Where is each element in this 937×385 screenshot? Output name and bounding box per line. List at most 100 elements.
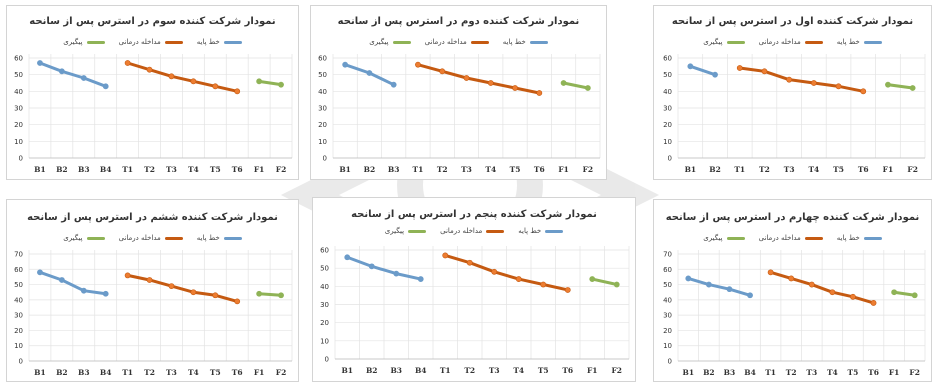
x-tick-label: F2 <box>611 366 622 375</box>
legend-item-treatment: مداخله درمانی <box>119 38 183 46</box>
y-tick-label: 30 <box>663 312 672 320</box>
y-tick-label: 10 <box>320 337 329 345</box>
x-tick-label: T1 <box>413 165 424 174</box>
legend-item-treatment: مداخله درمانی <box>425 38 489 46</box>
legend-label-treatment: مداخله درمانی <box>118 234 161 242</box>
x-tick-label: F1 <box>254 368 265 377</box>
legend-label-baseline: خط پایه <box>196 234 220 242</box>
data-point-treatment <box>146 277 153 283</box>
legend-swatch-baseline <box>545 229 564 233</box>
legend-item-baseline: خط پایه <box>837 234 882 242</box>
y-tick-label: 70 <box>14 251 23 259</box>
y-tick-label: 0 <box>323 155 327 163</box>
x-tick-label: B1 <box>34 165 46 174</box>
series-line-treatment <box>416 63 541 95</box>
legend-swatch-baseline <box>863 236 882 240</box>
chart-panel-participant-1: نمودار شرکت کننده اول در استرس پس از سان… <box>653 5 932 180</box>
data-point-treatment <box>190 289 197 296</box>
data-point-treatment <box>124 60 131 66</box>
y-tick-label: 10 <box>14 342 23 350</box>
x-tick-label: T1 <box>122 165 133 174</box>
y-tick-label: 10 <box>14 138 23 146</box>
legend-label-followup: پیگیری <box>63 234 83 242</box>
y-tick-label: 10 <box>663 342 672 350</box>
data-point-baseline <box>726 286 733 293</box>
y-tick-label: 40 <box>14 88 23 96</box>
y-tick-label: 40 <box>320 283 329 291</box>
chart-legend: خط پایه مداخله درمانی پیگیری <box>654 234 931 242</box>
data-point-treatment <box>761 68 768 75</box>
chart-plot: 0 10 20 30 40 50 60 B1 B2 B3 B4 T1 T2 T3 T4 T5 T6 F1 F2 <box>14 54 293 174</box>
chart-title: نمودار شرکت کننده ششم در استرس پس از سان… <box>27 212 278 223</box>
legend-item-baseline: خط پایه <box>503 38 548 46</box>
data-point-baseline <box>102 290 109 297</box>
legend-label-baseline: خط پایه <box>836 38 860 46</box>
data-point-treatment <box>786 76 793 83</box>
chart-title: نمودار شرکت کننده دوم در استرس پس از سان… <box>337 16 580 27</box>
data-point-followup <box>911 292 918 299</box>
legend-label-baseline: خط پایه <box>502 38 526 46</box>
y-tick-label: 50 <box>663 281 672 289</box>
data-point-treatment <box>515 276 522 282</box>
x-tick-label: B2 <box>709 165 721 174</box>
legend-swatch-treatment <box>164 40 183 44</box>
data-point-treatment <box>487 80 494 86</box>
x-tick-label: T6 <box>868 368 879 377</box>
legend-swatch-treatment <box>804 40 823 44</box>
chart-plot: 0 10 20 30 40 50 60 B1 B2 B3 T1 T2 T3 T4 T5 T6 F1 F2 <box>318 54 601 174</box>
x-tick-label: T5 <box>833 165 844 174</box>
data-point-treatment <box>212 83 219 90</box>
data-point-treatment <box>212 292 219 299</box>
y-tick-label: 40 <box>318 88 327 96</box>
chart-panel-participant-3: نمودار شرکت کننده سوم در استرس پس از سان… <box>6 5 299 180</box>
chart-panel-participant-2: نمودار شرکت کننده دوم در استرس پس از سان… <box>310 5 607 180</box>
chart-plot: 0 10 20 30 40 50 60 B1 B2 B3 B4 T1 T2 T3 T4 T5 T6 F1 F2 <box>320 246 630 375</box>
series-line-baseline <box>686 276 752 297</box>
y-tick-label: 50 <box>663 71 672 79</box>
chart-title: نمودار شرکت کننده پنجم در استرس پس از سا… <box>351 209 597 220</box>
chart-plot: 0 10 20 30 40 50 60 70 B1 B2 B3 B4 T1 T2 T3 T4 T5 T6 F1 F2 <box>14 250 293 377</box>
data-point-treatment <box>146 66 153 73</box>
data-point-treatment <box>124 272 131 279</box>
legend-item-baseline: خط پایه <box>197 234 242 242</box>
legend-item-followup: پیگیری <box>385 227 427 235</box>
series-line-followup <box>892 290 917 297</box>
y-tick-label: 10 <box>318 138 327 146</box>
y-tick-label: 30 <box>318 105 327 113</box>
x-tick-label: B4 <box>100 165 112 174</box>
x-tick-label: T2 <box>144 368 155 377</box>
x-tick-label: T4 <box>513 366 524 375</box>
y-tick-label: 40 <box>663 296 672 304</box>
x-tick-label: T4 <box>188 368 199 377</box>
data-point-treatment <box>870 300 877 306</box>
legend-swatch-baseline <box>863 40 882 44</box>
y-tick-label: 0 <box>668 155 672 163</box>
data-point-treatment <box>512 85 518 91</box>
data-point-baseline <box>747 292 753 299</box>
data-point-treatment <box>810 80 817 86</box>
x-tick-label: T4 <box>188 165 199 174</box>
legend-swatch-followup <box>86 40 105 44</box>
data-point-baseline <box>342 61 349 68</box>
legend-item-baseline: خط پایه <box>837 38 882 46</box>
legend-swatch-treatment <box>164 236 183 240</box>
x-tick-label: T2 <box>759 165 770 174</box>
y-tick-label: 40 <box>14 296 23 304</box>
data-point-baseline <box>80 287 87 294</box>
chart-plot: 0 10 20 30 40 50 60 70 B1 B2 B3 B4 T1 T2 T3 T4 T5 T6 F1 F2 <box>663 250 926 377</box>
legend-item-baseline: خط پایه <box>197 38 242 46</box>
x-tick-label: B4 <box>415 366 427 375</box>
legend-swatch-followup <box>392 40 411 44</box>
data-point-baseline <box>705 281 712 288</box>
legend-swatch-treatment <box>470 40 489 44</box>
legend-item-treatment: مداخله درمانی <box>759 38 823 46</box>
y-tick-label: 20 <box>318 121 327 129</box>
chart-legend: خط پایه مداخله درمانی پیگیری <box>7 38 298 46</box>
legend-item-treatment: مداخله درمانی <box>119 234 183 242</box>
legend-label-followup: پیگیری <box>369 38 389 46</box>
y-tick-label: 30 <box>14 105 23 113</box>
x-tick-label: T3 <box>461 165 472 174</box>
legend-item-baseline: خط پایه <box>518 227 564 235</box>
y-tick-label: 50 <box>14 281 23 289</box>
data-point-followup <box>278 292 284 299</box>
